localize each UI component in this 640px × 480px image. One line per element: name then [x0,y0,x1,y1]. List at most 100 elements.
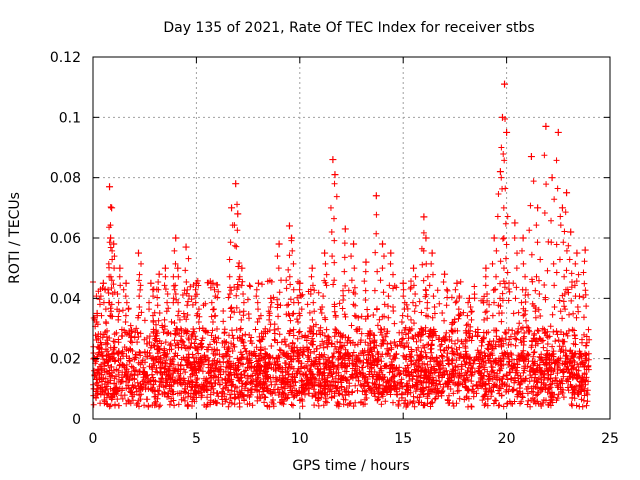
roti-point [108,301,115,308]
roti-point [192,286,199,293]
roti-point [106,273,113,280]
roti-point [156,309,163,316]
roti-point [554,128,562,136]
roti-point [341,254,348,261]
roti-point [114,291,121,298]
roti-point [573,249,581,257]
roti-point [401,299,408,306]
roti-point [556,297,563,304]
roti-point [574,303,581,310]
roti-point [323,282,330,289]
x-tick-label: 20 [498,431,516,447]
roti-point [456,293,463,300]
roti-point [401,306,408,313]
roti-point [172,282,179,289]
roti-point [362,268,369,275]
roti-point [109,256,116,263]
roti-point [483,308,490,315]
roti-point [481,316,488,323]
roti-point [185,255,192,262]
roti-point [537,256,544,263]
x-tick-label: 10 [291,431,309,447]
roti-point [420,277,427,284]
roti-point [331,237,338,244]
roti-point [518,299,525,306]
roti-point [309,316,316,323]
roti-point [310,299,317,306]
roti-point [331,303,338,310]
roti-point [122,319,129,326]
roti-point [352,313,359,320]
roti-point [209,279,217,287]
roti-point [109,247,116,254]
roti-point [183,278,190,285]
roti-point [285,222,293,230]
roti-point [209,319,216,326]
roti-point [331,180,338,187]
roti-point [137,282,144,289]
y-axis-label: ROTI / TECUs [7,192,23,284]
roti-point [238,282,245,289]
roti-point [174,312,181,319]
roti-point [560,239,567,246]
roti-point [420,213,428,221]
roti-point [154,302,161,309]
roti-point [308,273,315,280]
roti-point [562,286,569,293]
roti-point [254,279,262,287]
roti-point [308,264,316,272]
roti-point [373,230,380,237]
roti-point [110,240,118,248]
roti-point [499,235,506,242]
y-tick-label: 0.12 [50,50,81,66]
roti-point [572,293,579,300]
roti-point [120,286,127,293]
roti-point [428,260,435,267]
roti-point [107,203,114,210]
roti-point [489,312,496,319]
roti-point [512,295,519,302]
roti-point [568,284,575,291]
roti-point [278,277,285,284]
y-tick-label: 0.02 [50,352,81,368]
roti-point [536,291,543,298]
roti-point [482,264,490,272]
roti-point [136,293,143,300]
roti-point [268,299,275,306]
roti-point [364,306,371,313]
roti-point [541,210,548,217]
roti-point [362,287,369,294]
roti-point [410,282,417,289]
roti-point [373,306,380,313]
roti-point [172,234,180,242]
roti-point [181,313,188,320]
roti-point [286,312,293,319]
roti-point [341,268,348,275]
roti-point [534,204,542,212]
roti-point [420,229,427,236]
roti-point [341,311,348,318]
roti-point [331,277,338,284]
roti-point [494,213,501,220]
roti-point [105,260,112,267]
roti-point [172,260,179,267]
roti-point [254,299,261,306]
roti-point [580,314,587,321]
roti-point [514,250,521,257]
roti-point [298,306,305,313]
roti-point [108,277,115,284]
roti-point [175,299,182,306]
roti-point [480,299,487,306]
roti-point [581,258,588,265]
roti-point [362,297,369,304]
roti-point [341,225,349,233]
roti-point [548,174,556,182]
roti-point [390,271,397,278]
roti-point [501,80,509,88]
roti-point [311,308,318,315]
roti-point [558,204,566,212]
roti-point [526,227,533,234]
roti-point [452,299,459,306]
roti-point [518,247,525,254]
roti-point [520,260,527,267]
